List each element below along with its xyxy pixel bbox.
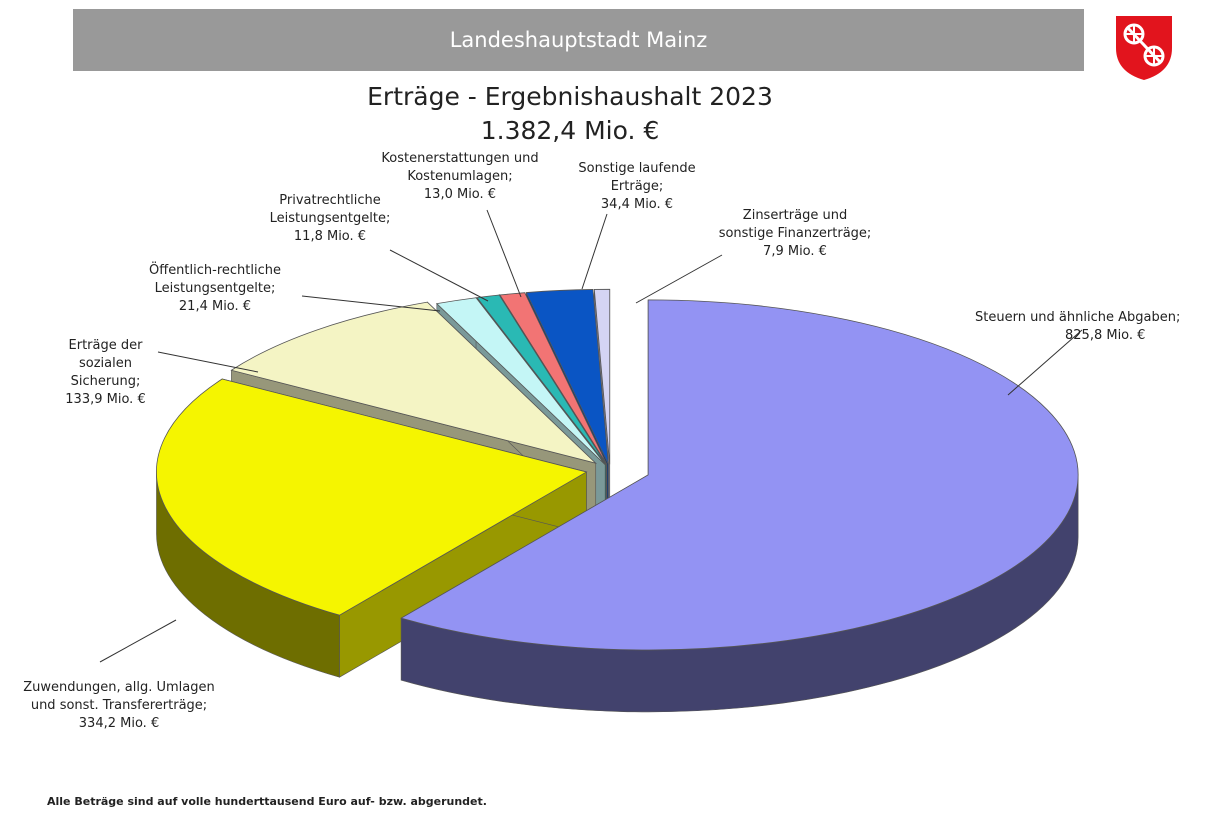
leader-line-privatrechtlich: [389, 249, 489, 302]
chart-subtitle: 1.382,4 Mio. €: [480, 116, 660, 145]
leader-line-soziale-sicherung: [157, 351, 259, 373]
slice-zinsertraege: [593, 288, 611, 465]
slice-label-privatrechtlich: Privatrechtliche Leistungsentgelte; 11,8…: [269, 193, 391, 244]
leader-line-steuern: [1007, 329, 1083, 396]
slice-soziale-sicherung: [230, 301, 598, 464]
chart-title: Erträge - Ergebnishaushalt 2023: [367, 82, 773, 111]
slice-label-steuern: Steuern und ähnliche Abgaben; 825,8 Mio.…: [975, 310, 1181, 343]
slice-label-soziale-sicherung: Erträge der sozialen Sicherung; 133,9 Mi…: [65, 338, 146, 407]
slice-label-oeffentlich-rechtlich: Öffentlich-rechtliche Leistungsentgelte;…: [149, 263, 281, 314]
leader-line-oeffentlich-rechtlich: [301, 295, 441, 312]
slice-sonstige-laufende: [525, 289, 609, 465]
slice-kostenerstattungen: [499, 292, 608, 465]
leader-line-zuwendungen: [99, 619, 177, 663]
slice-label-sonstige-laufende: Sonstige laufende Erträge; 34,4 Mio. €: [578, 161, 696, 212]
leader-line-kostenerstattungen: [486, 209, 522, 298]
slice-label-zuwendungen: Zuwendungen, allg. Umlagen und sonst. Tr…: [23, 680, 215, 731]
header-bar: Landeshauptstadt Mainz: [73, 9, 1084, 71]
slice-zuwendungen: [156, 378, 588, 616]
slice-label-zinsertraege: Zinserträge und sonstige Finanzerträge; …: [718, 208, 872, 259]
leader-line-sonstige-laufende: [581, 213, 608, 290]
mainz-coat-of-arms-icon: [1116, 16, 1172, 80]
footnote: Alle Beträge sind auf volle hunderttause…: [47, 795, 487, 808]
leader-line-zinsertraege: [635, 254, 723, 304]
header-title: Landeshauptstadt Mainz: [449, 28, 708, 52]
slice-oeffentlich-rechtlich: [435, 297, 606, 465]
pie-tops: [156, 288, 1079, 651]
slice-label-kostenerstattungen: Kostenerstattungen und Kostenumlagen; 13…: [381, 151, 539, 202]
slice-steuern: [400, 299, 1079, 651]
slice-privatrechtlich: [476, 294, 607, 465]
